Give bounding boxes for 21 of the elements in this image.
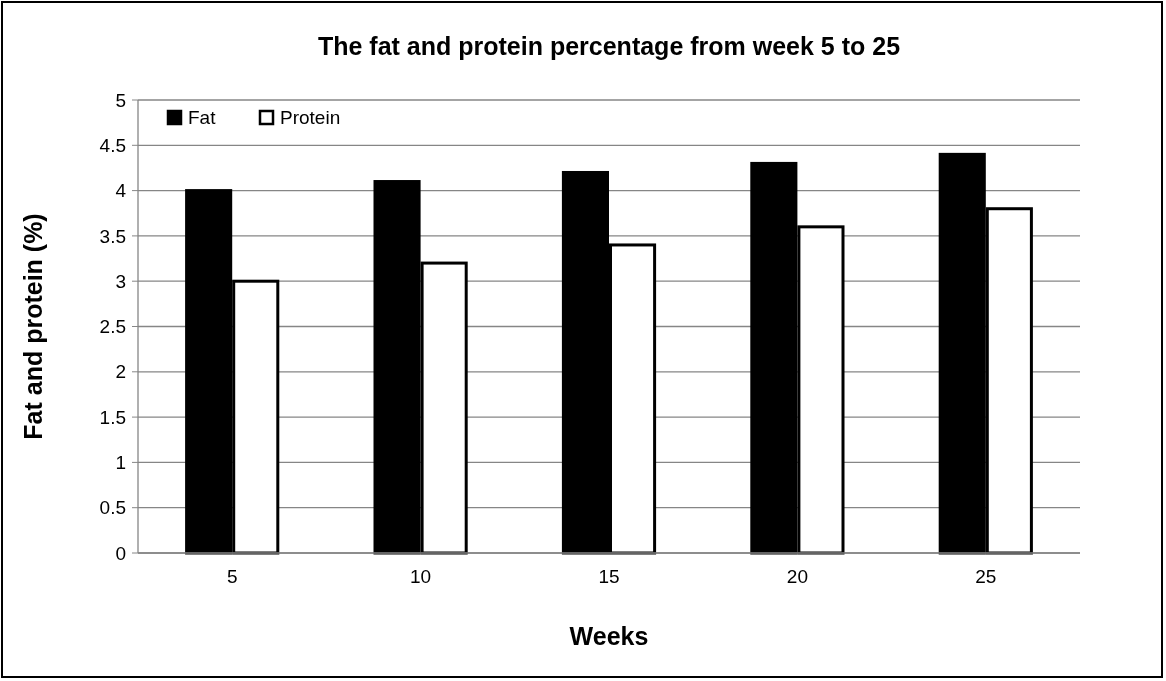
chart-title: The fat and protein percentage from week 5 to 25 [317,32,901,60]
y-tick-label: 1.5 [99,406,126,428]
x-tick-label: 20 [786,566,808,587]
y-tick-label: 0.5 [99,497,126,519]
legend-label: Protein [280,107,341,128]
y-tick-label: 4.5 [99,134,126,156]
y-axis-title: Fat and protein (%) [19,213,47,440]
legend-label: Fat [188,107,217,128]
x-axis-title: Weeks [569,622,649,650]
y-tick-label: 3 [115,270,126,292]
y-tick-label: 5 [115,89,126,111]
y-tick-label: 0 [115,542,126,564]
y-tick-label: 3.5 [99,225,126,247]
x-tick-label: 10 [410,566,432,587]
y-tick-label: 1 [115,452,126,474]
y-tick-label: 2 [115,361,126,383]
x-tick-label: 5 [226,566,238,587]
y-tick-label: 2.5 [99,316,126,338]
x-tick-label: 25 [975,566,997,587]
y-tick-label: 4 [115,180,127,202]
x-tick-label: 15 [598,566,620,587]
